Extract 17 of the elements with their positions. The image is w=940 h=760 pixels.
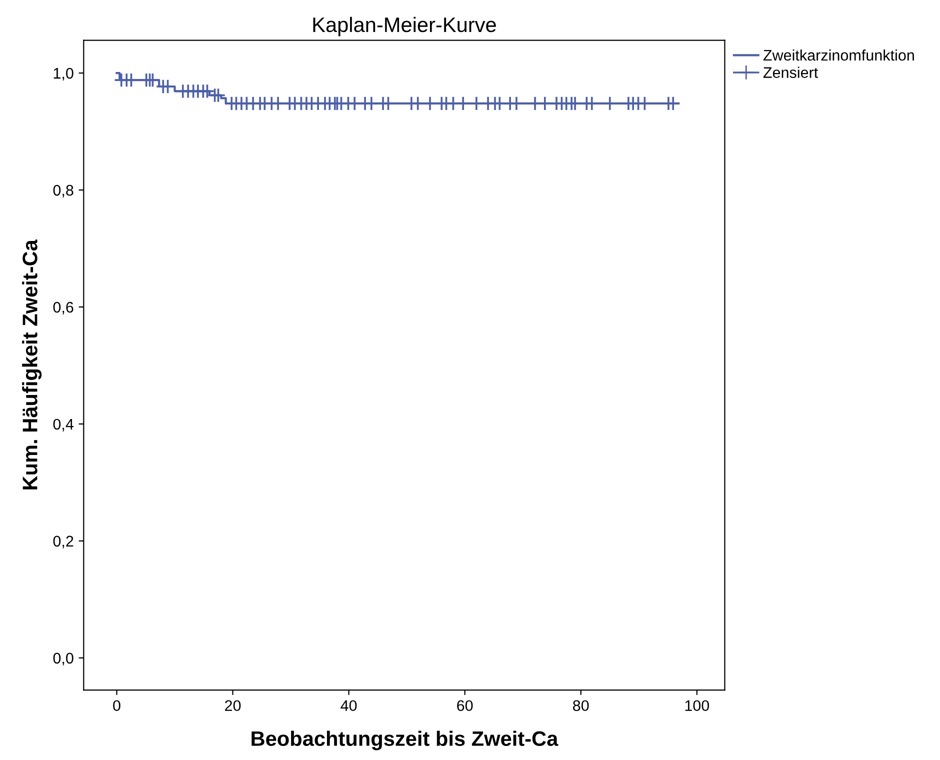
x-tick-label: 100 — [685, 700, 710, 712]
x-tick-label: 20 — [225, 700, 241, 712]
x-axis-title: Beobachtungszeit bis Zweit-Ca — [252, 730, 558, 750]
chart-title: Kaplan-Meier-Kurve — [313, 16, 496, 36]
y-tick-label: 0,0 — [53, 652, 74, 666]
y-tick-label: 0,4 — [53, 418, 74, 432]
legend-label: Zensiert — [763, 66, 818, 78]
y-tick-label: 0,8 — [53, 184, 74, 198]
x-tick-label: 80 — [573, 700, 589, 712]
y-tick-label: 0,6 — [53, 302, 74, 314]
x-tick-label: 0 — [113, 700, 120, 712]
y-tick-label: 1,0 — [54, 68, 74, 81]
legend-label: Zweitkarzinomfunktion — [763, 49, 914, 61]
y-tick-label: 0,2 — [53, 536, 74, 548]
x-tick-label: 40 — [340, 700, 357, 712]
y-axis-title: Kum. Häufigkeit Zweit-Ca — [22, 239, 42, 490]
x-tick-label: 60 — [457, 700, 473, 712]
